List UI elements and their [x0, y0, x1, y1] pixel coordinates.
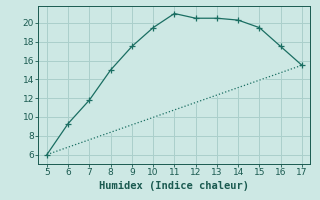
X-axis label: Humidex (Indice chaleur): Humidex (Indice chaleur) [100, 181, 249, 191]
